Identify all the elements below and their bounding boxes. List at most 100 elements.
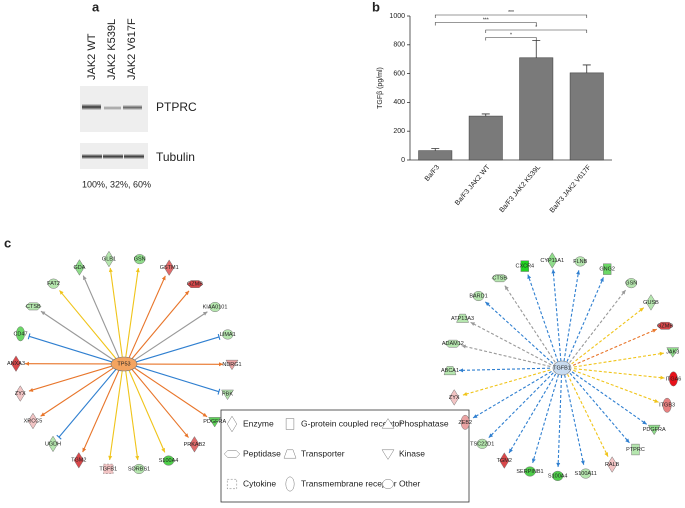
- edge-end: [660, 375, 665, 380]
- node-shape: [547, 252, 558, 269]
- edge-end: [108, 267, 113, 273]
- node-label: SERPINB1: [516, 469, 543, 475]
- edge-end: [652, 328, 657, 333]
- significance-label: ***: [483, 17, 489, 23]
- edge-end: [25, 361, 30, 366]
- node-shape: [103, 463, 114, 474]
- node-shape: [134, 254, 146, 265]
- node-label: S100A4: [548, 473, 568, 479]
- node-shape: [460, 414, 470, 430]
- node-label: FLNB: [573, 259, 587, 265]
- node-shape: [74, 259, 85, 276]
- edge-end: [462, 392, 468, 396]
- edge-end: [217, 333, 221, 340]
- edge: [508, 373, 557, 454]
- edge: [131, 290, 190, 360]
- node-shape: [552, 470, 564, 481]
- edge-end: [202, 311, 208, 316]
- node-shape: [382, 478, 394, 490]
- edge: [572, 328, 657, 366]
- blot-band: [123, 105, 142, 110]
- node-label: CXCR4: [515, 264, 534, 270]
- node-label: PBK: [222, 392, 233, 398]
- x-tick-label: Ba/F3: [424, 164, 441, 183]
- node-label: ADAM12: [442, 341, 464, 347]
- center-label: TGFB1: [553, 365, 571, 371]
- significance-bracket: [434, 14, 588, 18]
- node-shape: [444, 339, 462, 348]
- node-shape: [499, 452, 510, 469]
- edge-end: [135, 455, 140, 461]
- node-shape: [574, 256, 586, 267]
- edge: [504, 285, 556, 363]
- node-shape: [662, 397, 672, 413]
- edge: [128, 370, 166, 453]
- protein-label: Tubulin: [156, 150, 195, 164]
- edge: [40, 367, 115, 417]
- node-label: GSTM1: [160, 265, 179, 271]
- edge-end: [473, 414, 478, 418]
- node-label: PRKAB2: [184, 442, 206, 448]
- y-tick-label: 0: [401, 157, 405, 164]
- edge: [566, 277, 604, 362]
- edge: [82, 275, 120, 358]
- edge: [109, 370, 123, 461]
- edge-end: [527, 274, 532, 280]
- edge-end: [218, 362, 223, 367]
- edge: [125, 267, 139, 358]
- node-shape: [607, 456, 618, 473]
- edge-end: [509, 448, 513, 453]
- node-label: JAK3: [666, 349, 679, 355]
- error-bar: [431, 148, 440, 151]
- edge: [484, 301, 554, 364]
- node-shape: [10, 355, 22, 372]
- node-label: ZYX: [449, 395, 460, 401]
- edge: [567, 373, 609, 457]
- edge: [135, 365, 220, 393]
- node-shape: [603, 263, 612, 275]
- edge-end: [40, 311, 46, 316]
- node-shape: [656, 321, 674, 330]
- node-label: ATP13A3: [451, 316, 474, 322]
- node-label: PDGFRA: [203, 419, 226, 425]
- node-shape: [472, 290, 485, 302]
- edge-end: [461, 344, 466, 349]
- y-tick-label: 200: [393, 128, 405, 135]
- edge: [571, 307, 645, 365]
- node-label: ITGA6: [665, 376, 681, 382]
- y-tick-label: 1000: [389, 13, 405, 20]
- node-shape: [283, 449, 297, 459]
- node-label: UGDH: [45, 441, 61, 447]
- node-label: ZYX: [15, 391, 26, 397]
- edge: [40, 310, 115, 361]
- edge: [125, 370, 139, 461]
- node-label: GZMB: [657, 323, 673, 329]
- node-shape: [520, 260, 529, 272]
- edge-end: [604, 452, 609, 457]
- edge: [59, 290, 117, 360]
- node-label: XRCC5: [24, 418, 43, 424]
- edge-end: [625, 438, 630, 443]
- center-label: TP53: [117, 361, 130, 367]
- node-label: ANXA3: [7, 361, 25, 367]
- significance-bracket: [485, 29, 588, 33]
- node-shape: [209, 301, 221, 313]
- edge-end: [135, 268, 140, 273]
- edge: [552, 269, 562, 362]
- edge: [462, 369, 551, 396]
- y-axis-label: TGFβ (pg/ml): [377, 67, 384, 109]
- node-shape: [16, 326, 25, 342]
- protein-label: PTPRC: [156, 100, 197, 114]
- edge-end: [459, 368, 464, 373]
- node-label: CTSB: [492, 276, 507, 282]
- edge-end: [642, 420, 647, 425]
- node-label: TGM2: [497, 458, 512, 464]
- node-shape: [647, 424, 661, 436]
- node-shape: [476, 438, 488, 449]
- node-label: TGM2: [71, 458, 86, 464]
- edge-end: [599, 277, 604, 282]
- edge-end: [161, 275, 166, 281]
- node-shape: [223, 450, 241, 458]
- edge-end: [556, 462, 561, 467]
- blot-band: [82, 104, 101, 110]
